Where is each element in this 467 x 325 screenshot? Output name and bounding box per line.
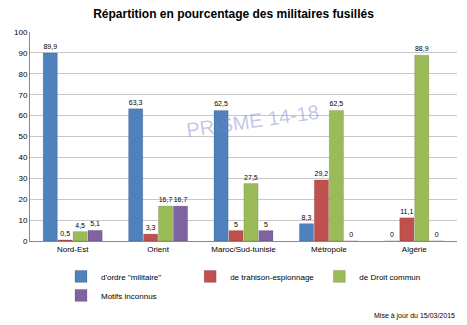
svg-text:d'ordre "militaire": d'ordre "militaire" xyxy=(101,273,161,282)
svg-text:Algérie: Algérie xyxy=(402,245,427,254)
svg-text:20: 20 xyxy=(18,195,27,204)
svg-text:62,5: 62,5 xyxy=(330,100,344,107)
svg-text:16,7: 16,7 xyxy=(174,196,188,203)
svg-text:100: 100 xyxy=(14,28,28,37)
svg-text:Répartition en pourcentage des: Répartition en pourcentage des militaire… xyxy=(93,7,374,21)
svg-text:0: 0 xyxy=(23,237,28,246)
svg-text:8,3: 8,3 xyxy=(302,214,312,221)
svg-text:3,3: 3,3 xyxy=(146,224,156,231)
svg-text:Motifs inconnus: Motifs inconnus xyxy=(101,292,157,301)
svg-text:de trahison-espionnage: de trahison-espionnage xyxy=(230,273,314,282)
svg-text:Mise à jour du 15/03/2015: Mise à jour du 15/03/2015 xyxy=(374,312,455,320)
svg-text:PRISME 14-18: PRISME 14-18 xyxy=(185,101,320,141)
svg-text:5,1: 5,1 xyxy=(90,220,100,227)
svg-text:0,5: 0,5 xyxy=(60,230,70,237)
svg-text:10: 10 xyxy=(18,216,27,225)
svg-text:0: 0 xyxy=(349,231,353,238)
svg-text:29,2: 29,2 xyxy=(315,170,329,177)
svg-text:90: 90 xyxy=(18,49,27,58)
svg-text:80: 80 xyxy=(18,70,27,79)
svg-text:30: 30 xyxy=(18,174,27,183)
svg-text:0: 0 xyxy=(390,231,394,238)
svg-text:50: 50 xyxy=(18,132,27,141)
svg-text:62,5: 62,5 xyxy=(214,100,228,107)
svg-text:40: 40 xyxy=(18,153,27,162)
svg-text:4,5: 4,5 xyxy=(75,222,85,229)
svg-text:27,5: 27,5 xyxy=(244,174,258,181)
svg-text:Orient: Orient xyxy=(147,245,170,254)
svg-text:89,9: 89,9 xyxy=(43,43,57,50)
svg-text:5: 5 xyxy=(264,221,268,228)
svg-text:70: 70 xyxy=(18,91,27,100)
svg-text:de Droit commun: de Droit commun xyxy=(359,273,420,282)
svg-text:88,9: 88,9 xyxy=(415,45,429,52)
svg-text:11,1: 11,1 xyxy=(400,208,413,215)
svg-text:0: 0 xyxy=(435,231,439,238)
svg-text:60: 60 xyxy=(18,111,27,120)
svg-text:63,3: 63,3 xyxy=(129,99,143,106)
svg-text:Maroc/Sud-tunisie: Maroc/Sud-tunisie xyxy=(211,245,276,254)
svg-text:Nord-Est: Nord-Est xyxy=(57,245,89,254)
svg-text:Métropole: Métropole xyxy=(311,245,347,254)
svg-text:16,7: 16,7 xyxy=(159,196,173,203)
svg-text:5: 5 xyxy=(234,221,238,228)
